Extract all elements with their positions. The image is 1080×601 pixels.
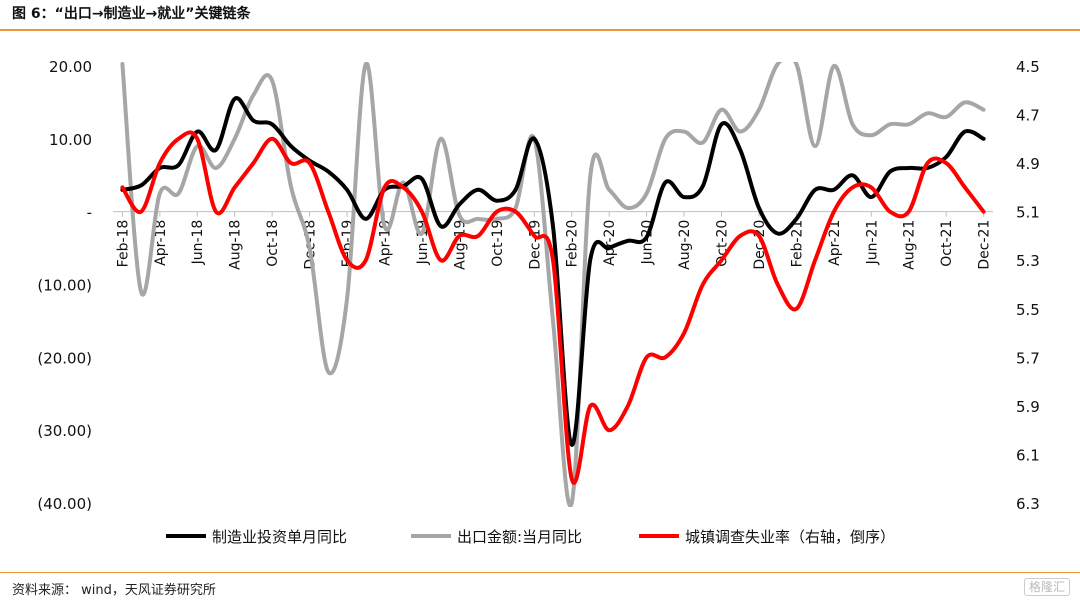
- x-axis-tick-label: Feb-18: [115, 220, 131, 268]
- x-axis-tick-label: Jun-21: [864, 220, 880, 266]
- x-axis-tick-label: Jun-20: [640, 220, 656, 266]
- watermark-logo: 格隆汇: [1023, 578, 1070, 596]
- x-axis-tick-label: Oct-21: [939, 220, 955, 267]
- right-axis-tick-label: 4.9: [1016, 155, 1040, 173]
- series-line-unemployment-rate: [120, 130, 986, 485]
- x-axis-tick-label: Aug-18: [228, 220, 244, 270]
- source-note: 资料来源： wind，天风证券研究所: [12, 583, 216, 598]
- x-axis-tick-label: Oct-19: [490, 220, 506, 267]
- series-line-exports: [120, 62, 986, 507]
- x-axis-tick-label: Feb-20: [565, 220, 581, 268]
- left-axis-tick-label: 20.00: [49, 58, 92, 76]
- right-axis-tick-label: 6.3: [1016, 495, 1040, 513]
- legend-unemployment-rate-label: 城镇调查失业率（右轴，倒序）: [685, 528, 895, 546]
- x-axis-tick-label: Aug-19: [452, 220, 468, 270]
- x-axis-tick-label: Aug-21: [902, 220, 918, 270]
- x-axis-tick-label: Apr-18: [153, 220, 169, 266]
- left-axis-tick-label: (30.00): [37, 422, 92, 440]
- right-axis-tick-label: 5.5: [1016, 301, 1040, 319]
- right-axis-tick-label: 6.1: [1016, 446, 1040, 464]
- left-axis-tick-label: 10.00: [49, 131, 92, 149]
- x-axis-tick-label: Dec-21: [977, 220, 993, 270]
- x-axis-tick-label: Aug-20: [677, 220, 693, 270]
- left-axis-tick-label: (40.00): [37, 495, 92, 513]
- legend-exports-label: 出口金额:当月同比: [457, 528, 582, 546]
- x-axis-tick-label: Oct-18: [265, 220, 281, 267]
- chart-title: 图 6：“出口→制造业→就业”关键链条: [12, 6, 251, 22]
- top-divider: [0, 29, 1080, 31]
- x-axis-tick-label: Apr-21: [827, 220, 843, 266]
- x-axis-tick-label: Feb-21: [789, 220, 805, 268]
- left-axis-tick-label: (20.00): [37, 349, 92, 367]
- left-axis-tick-label: (10.00): [37, 277, 92, 295]
- right-axis-tick-label: 5.9: [1016, 398, 1040, 416]
- right-axis-tick-label: 4.7: [1016, 107, 1040, 125]
- right-axis-tick-label: 5.7: [1016, 349, 1040, 367]
- x-axis-tick-label: Dec-20: [752, 220, 768, 270]
- x-axis-tick-label: Jun-18: [190, 220, 206, 266]
- x-axis-tick-label: Apr-19: [377, 220, 393, 266]
- legend-manufacturing-investment-label: 制造业投资单月同比: [212, 528, 347, 546]
- x-axis-tick-label: Apr-20: [602, 220, 618, 266]
- right-axis-tick-label: 5.1: [1016, 204, 1040, 222]
- right-axis-tick-label: 5.3: [1016, 252, 1040, 270]
- left-axis-tick-label: -: [87, 204, 92, 222]
- bottom-divider: [0, 572, 1080, 573]
- right-axis-tick-label: 4.5: [1016, 58, 1040, 76]
